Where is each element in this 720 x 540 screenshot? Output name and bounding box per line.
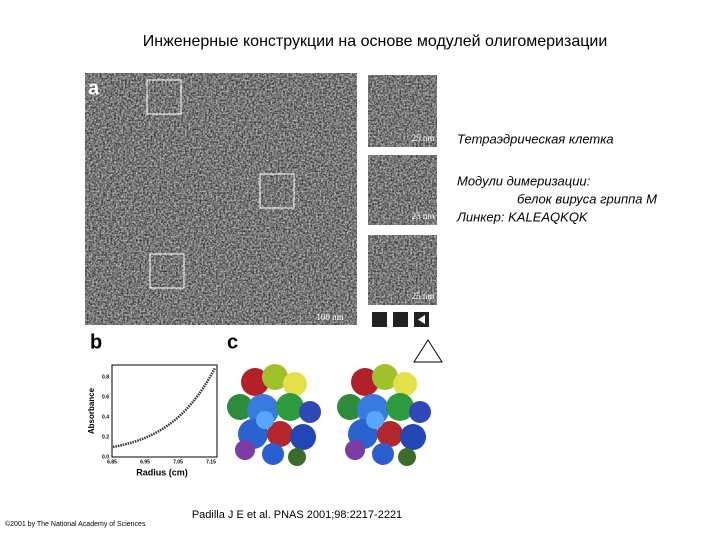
scale-bar: 25 nm <box>412 291 435 301</box>
y-tick-label: 0.8 <box>102 374 109 380</box>
y-tick-label: 0.6 <box>102 394 109 400</box>
citation: Padilla J E et al. PNAS 2001;98:2217-222… <box>192 509 402 521</box>
note: Модули димеризации: <box>457 173 591 188</box>
scale-bar: 25 nm <box>412 133 435 143</box>
x-tick-label: 7.05 <box>173 459 183 465</box>
x-tick-label: 6.95 <box>140 459 150 465</box>
panel-label: c <box>227 331 238 353</box>
scale-bar: 100 nm <box>316 312 343 322</box>
data-curve <box>112 367 217 449</box>
panel-label: a <box>88 77 100 99</box>
note: Тетраэдрическая клетка <box>457 131 614 146</box>
y-tick-label: 0.0 <box>102 454 109 460</box>
insets <box>368 75 437 305</box>
slide-title: Инженерные конструкции на основе модулей… <box>143 33 608 50</box>
note: Линкер: KALEAQKQK <box>456 209 589 224</box>
x-tick-label: 7.15 <box>206 459 216 465</box>
molecule-model <box>227 364 321 466</box>
panel-label: b <box>90 331 102 353</box>
micrograph-texture <box>85 73 357 325</box>
plot-frame <box>111 364 218 458</box>
y-tick-label: 0.2 <box>102 434 109 440</box>
x-axis-label: Radius (cm) <box>136 467 188 477</box>
copyright: ©2001 by The National Academy of Science… <box>5 520 146 528</box>
icons <box>372 312 429 327</box>
note: белок вируса гриппа М <box>517 191 657 206</box>
molecule-model <box>337 364 431 466</box>
orientation-icon <box>413 339 443 363</box>
y-axis-label: Absorbance <box>87 387 96 434</box>
scale-bar: 25 nm <box>412 211 435 221</box>
x-tick-label: 6.85 <box>107 459 117 465</box>
y-tick-label: 0.4 <box>102 414 109 420</box>
